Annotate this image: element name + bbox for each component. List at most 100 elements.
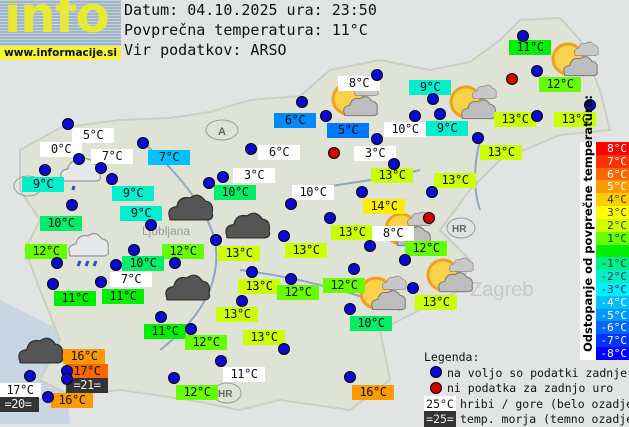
station-dot[interactable] bbox=[399, 254, 411, 266]
station-temperature[interactable]: 17°C bbox=[66, 364, 108, 379]
station-temperature[interactable]: 12°C bbox=[539, 77, 581, 92]
missing-station-dot[interactable] bbox=[328, 147, 340, 159]
station-dot[interactable] bbox=[61, 373, 73, 385]
station-dot[interactable] bbox=[236, 295, 248, 307]
station-temperature[interactable]: 11°C bbox=[54, 291, 96, 306]
station-dot[interactable] bbox=[531, 110, 543, 122]
station-dot[interactable] bbox=[145, 219, 157, 231]
station-temperature[interactable]: 0°C bbox=[40, 142, 82, 157]
station-temperature[interactable]: 6°C bbox=[258, 145, 300, 160]
station-temperature[interactable]: 10°C bbox=[350, 316, 392, 331]
station-temperature[interactable]: 10°C bbox=[214, 185, 256, 200]
station-dot[interactable] bbox=[155, 311, 167, 323]
station-dot[interactable] bbox=[24, 370, 36, 382]
station-dot[interactable] bbox=[427, 93, 439, 105]
station-dot[interactable] bbox=[472, 132, 484, 144]
station-temperature[interactable]: 12°C bbox=[185, 335, 227, 350]
station-temperature[interactable]: 16°C bbox=[51, 393, 93, 408]
station-temperature[interactable]: 14°C bbox=[363, 199, 405, 214]
station-dot[interactable] bbox=[51, 257, 63, 269]
station-dot[interactable] bbox=[168, 372, 180, 384]
station-temperature[interactable]: 13°C bbox=[285, 243, 327, 258]
station-dot[interactable] bbox=[364, 240, 376, 252]
station-dot[interactable] bbox=[517, 30, 529, 42]
station-temperature[interactable]: 5°C bbox=[327, 123, 369, 138]
station-temperature[interactable]: 13°C bbox=[238, 279, 280, 294]
station-temperature[interactable]: 10°C bbox=[40, 216, 82, 231]
station-temperature[interactable]: 10°C bbox=[122, 256, 164, 271]
station-temperature[interactable]: 13°C bbox=[415, 295, 457, 310]
station-dot[interactable] bbox=[278, 343, 290, 355]
station-dot[interactable] bbox=[584, 99, 596, 111]
station-temperature[interactable]: =21= bbox=[66, 378, 108, 393]
station-temperature[interactable]: 9°C bbox=[112, 186, 154, 201]
station-temperature[interactable]: 13°C bbox=[554, 112, 596, 127]
station-dot[interactable] bbox=[426, 186, 438, 198]
station-dot[interactable] bbox=[106, 173, 118, 185]
station-temperature[interactable]: 7°C bbox=[148, 150, 190, 165]
station-temperature[interactable]: 13°C bbox=[243, 330, 285, 345]
station-dot[interactable] bbox=[356, 186, 368, 198]
station-temperature[interactable]: 3°C bbox=[354, 146, 396, 161]
station-dot[interactable] bbox=[110, 259, 122, 271]
station-dot[interactable] bbox=[344, 303, 356, 315]
station-temperature[interactable]: 12°C bbox=[405, 241, 447, 256]
station-dot[interactable] bbox=[217, 171, 229, 183]
station-dot[interactable] bbox=[185, 323, 197, 335]
station-temperature[interactable]: 3°C bbox=[233, 168, 275, 183]
station-dot[interactable] bbox=[169, 257, 181, 269]
station-dot[interactable] bbox=[285, 198, 297, 210]
station-temperature[interactable]: 16°C bbox=[352, 385, 394, 400]
station-dot[interactable] bbox=[348, 263, 360, 275]
station-dot[interactable] bbox=[296, 96, 308, 108]
station-dot[interactable] bbox=[278, 230, 290, 242]
station-dot[interactable] bbox=[324, 212, 336, 224]
station-temperature[interactable]: =20= bbox=[0, 397, 39, 412]
station-dot[interactable] bbox=[47, 278, 59, 290]
station-temperature[interactable]: 7°C bbox=[91, 149, 133, 164]
station-temperature[interactable]: 13°C bbox=[216, 307, 258, 322]
station-temperature[interactable]: 6°C bbox=[274, 113, 316, 128]
station-dot[interactable] bbox=[531, 65, 543, 77]
station-temperature[interactable]: 10°C bbox=[292, 185, 334, 200]
station-temperature[interactable]: 13°C bbox=[371, 168, 413, 183]
station-dot[interactable] bbox=[245, 143, 257, 155]
station-temperature[interactable]: 9°C bbox=[120, 206, 162, 221]
station-dot[interactable] bbox=[39, 164, 51, 176]
missing-station-dot[interactable] bbox=[423, 212, 435, 224]
station-dot[interactable] bbox=[388, 158, 400, 170]
station-dot[interactable] bbox=[285, 273, 297, 285]
station-dot[interactable] bbox=[215, 355, 227, 367]
station-dot[interactable] bbox=[128, 244, 140, 256]
station-temperature[interactable]: 11°C bbox=[223, 367, 265, 382]
station-temperature[interactable]: 11°C bbox=[509, 40, 551, 55]
station-temperature[interactable]: 9°C bbox=[409, 80, 451, 95]
station-temperature[interactable]: 12°C bbox=[162, 244, 204, 259]
station-dot[interactable] bbox=[95, 276, 107, 288]
station-temperature[interactable]: 12°C bbox=[176, 385, 218, 400]
station-temperature[interactable]: 11°C bbox=[144, 324, 186, 339]
station-temperature[interactable]: 12°C bbox=[25, 244, 67, 259]
station-temperature[interactable]: 7°C bbox=[110, 272, 152, 287]
station-temperature[interactable]: 12°C bbox=[277, 285, 319, 300]
station-temperature[interactable]: 8°C bbox=[372, 226, 414, 241]
station-dot[interactable] bbox=[407, 282, 419, 294]
station-temperature[interactable]: 5°C bbox=[72, 128, 114, 143]
station-temperature[interactable]: 12°C bbox=[323, 278, 365, 293]
station-temperature[interactable]: 16°C bbox=[63, 349, 105, 364]
station-dot[interactable] bbox=[320, 110, 332, 122]
station-temperature[interactable]: 9°C bbox=[426, 121, 468, 136]
station-dot[interactable] bbox=[344, 371, 356, 383]
station-dot[interactable] bbox=[62, 118, 74, 130]
station-temperature[interactable]: 8°C bbox=[338, 76, 380, 91]
station-temperature[interactable]: 13°C bbox=[494, 112, 536, 127]
station-dot[interactable] bbox=[371, 133, 383, 145]
station-dot[interactable] bbox=[371, 69, 383, 81]
station-temperature[interactable]: 9°C bbox=[22, 177, 64, 192]
station-dot[interactable] bbox=[246, 266, 258, 278]
station-dot[interactable] bbox=[203, 177, 215, 189]
station-temperature[interactable]: 11°C bbox=[102, 289, 144, 304]
station-temperature[interactable]: 13°C bbox=[434, 173, 476, 188]
missing-station-dot[interactable] bbox=[506, 73, 518, 85]
station-temperature[interactable]: 13°C bbox=[480, 145, 522, 160]
